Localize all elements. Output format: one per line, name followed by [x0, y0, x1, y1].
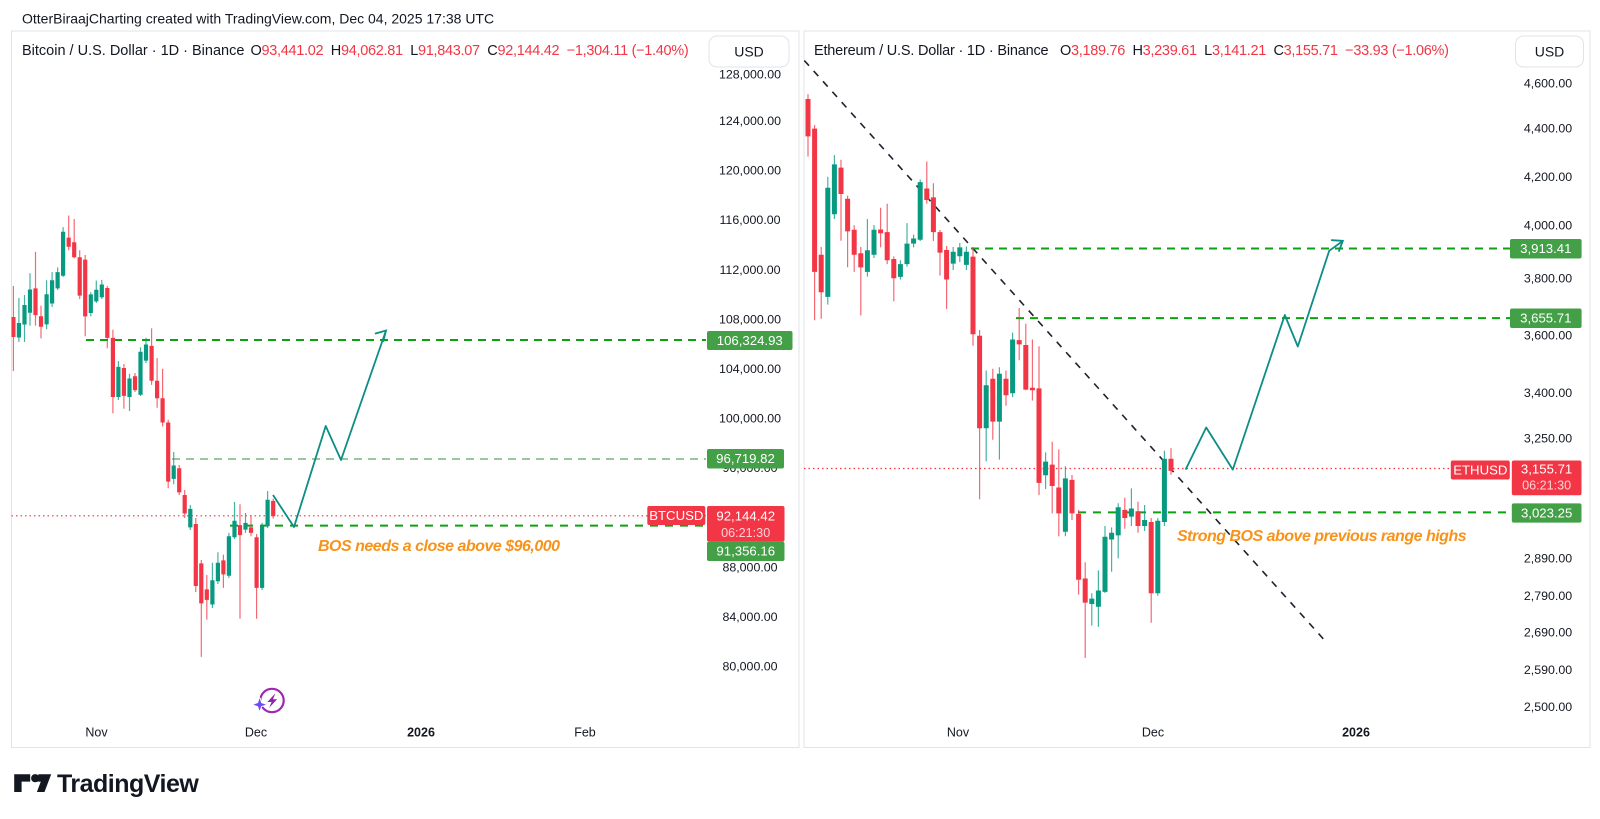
svg-text:80,000.00: 80,000.00: [722, 660, 777, 674]
svg-text:2,590.00: 2,590.00: [1524, 663, 1572, 677]
svg-text:TradingView: TradingView: [57, 770, 199, 798]
svg-text:3,250.00: 3,250.00: [1524, 432, 1572, 446]
svg-text:Bitcoin / U.S. Dollar · 1D · B: Bitcoin / U.S. Dollar · 1D · Binance: [22, 43, 244, 59]
svg-text:BTCUSD: BTCUSD: [649, 508, 703, 523]
svg-text:3,155.71: 3,155.71: [1521, 461, 1572, 476]
svg-text:84,000.00: 84,000.00: [722, 610, 777, 624]
svg-text:BOS needs a close above $96,00: BOS needs a close above $96,000: [318, 538, 560, 555]
svg-text:USD: USD: [1535, 44, 1565, 60]
svg-text:120,000.00: 120,000.00: [719, 164, 781, 178]
svg-text:Feb: Feb: [574, 726, 596, 740]
svg-text:2,890.00: 2,890.00: [1524, 552, 1572, 566]
svg-text:3,913.41: 3,913.41: [1520, 241, 1571, 256]
svg-text:2,790.00: 2,790.00: [1524, 589, 1572, 603]
svg-text:92,144.42: 92,144.42: [716, 508, 775, 523]
svg-text:Strong BOS above previous rang: Strong BOS above previous range highs: [1177, 528, 1467, 545]
svg-text:Nov: Nov: [85, 726, 108, 740]
svg-text:4,200.00: 4,200.00: [1524, 170, 1572, 184]
svg-text:112,000.00: 112,000.00: [719, 263, 780, 277]
svg-text:O93,441.02 H94,062.81 L91,84: O93,441.02 H94,062.81 L91,843.07 C92,144…: [251, 43, 689, 59]
svg-text:Dec: Dec: [245, 726, 267, 740]
svg-text:OtterBiraajCharting created wi: OtterBiraajCharting created with Trading…: [22, 11, 494, 27]
svg-text:USD: USD: [734, 44, 764, 60]
svg-text:06:21:30: 06:21:30: [1522, 479, 1571, 493]
svg-text:Dec: Dec: [1142, 726, 1164, 740]
svg-text:108,000.00: 108,000.00: [719, 312, 781, 326]
svg-text:4,000.00: 4,000.00: [1524, 219, 1572, 233]
svg-text:2026: 2026: [407, 726, 435, 740]
svg-text:4,600.00: 4,600.00: [1524, 76, 1572, 90]
svg-text:128,000.00: 128,000.00: [719, 68, 781, 82]
svg-text:96,719.82: 96,719.82: [716, 451, 775, 466]
svg-text:3,600.00: 3,600.00: [1524, 329, 1572, 343]
svg-text:100,000.00: 100,000.00: [719, 412, 781, 426]
svg-text:2,500.00: 2,500.00: [1524, 700, 1572, 714]
svg-text:4,400.00: 4,400.00: [1524, 122, 1572, 136]
svg-text:ETHUSD: ETHUSD: [1453, 462, 1507, 477]
svg-text:3,400.00: 3,400.00: [1524, 386, 1572, 400]
svg-text:104,000.00: 104,000.00: [719, 362, 781, 376]
svg-text:O3,189.76 H3,239.61 L3,141.2: O3,189.76 H3,239.61 L3,141.21 C3,155.71 …: [1060, 43, 1449, 59]
svg-text:124,000.00: 124,000.00: [719, 114, 781, 128]
svg-text:2,690.00: 2,690.00: [1524, 626, 1572, 640]
svg-text:91,356.16: 91,356.16: [716, 544, 775, 559]
svg-text:Ethereum / U.S. Dollar · 1D ·: Ethereum / U.S. Dollar · 1D · Binance: [814, 43, 1048, 59]
svg-text:106,324.93: 106,324.93: [717, 333, 783, 348]
svg-text:2026: 2026: [1342, 726, 1370, 740]
svg-text:88,000.00: 88,000.00: [722, 560, 777, 574]
svg-text:3,023.25: 3,023.25: [1521, 505, 1572, 520]
svg-text:3,800.00: 3,800.00: [1524, 272, 1572, 286]
svg-text:06:21:30: 06:21:30: [721, 526, 770, 540]
svg-text:3,655.71: 3,655.71: [1520, 311, 1571, 326]
svg-text:Nov: Nov: [947, 726, 970, 740]
svg-text:116,000.00: 116,000.00: [719, 213, 780, 227]
